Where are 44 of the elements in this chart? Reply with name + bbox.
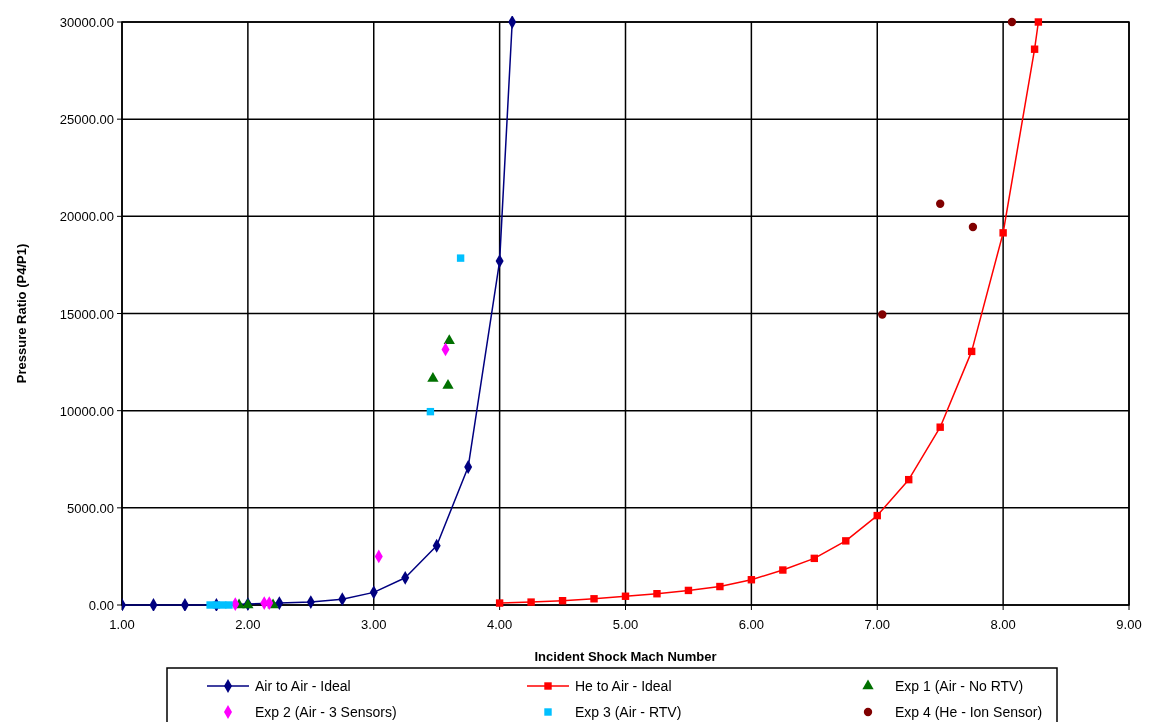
x-tick-label: 3.00 <box>361 617 387 632</box>
y-tick-label: 5000.00 <box>67 500 114 516</box>
y-tick-label: 15000.00 <box>59 306 114 322</box>
point <box>999 229 1007 237</box>
point <box>442 378 454 389</box>
point <box>968 222 978 232</box>
x-tick-label: 6.00 <box>738 617 765 632</box>
point <box>936 423 944 431</box>
y-axis-title: Pressure Ratio (P4/P1) <box>14 243 29 384</box>
point <box>842 537 850 545</box>
x-tick-label: 9.00 <box>1116 617 1142 632</box>
point <box>936 199 945 208</box>
legend-label: Exp 3 (Air - RTV) <box>575 704 682 720</box>
point <box>443 334 455 344</box>
x-tick-label: 4.00 <box>486 617 513 632</box>
y-tick-label: 20000.00 <box>59 209 114 225</box>
point <box>527 598 535 606</box>
legend-label: Air to Air - Ideal <box>255 678 351 694</box>
x-axis-title: Incident Shock Mach Number <box>534 649 717 664</box>
point <box>427 372 439 382</box>
point <box>1030 45 1039 53</box>
x-tick-label: 5.00 <box>612 617 639 632</box>
point <box>456 254 465 262</box>
legend-label: Exp 1 (Air - No RTV) <box>895 678 1024 694</box>
x-tick-label: 8.00 <box>990 617 1016 632</box>
legend-label: Exp 2 (Air - 3 Sensors) <box>255 704 397 720</box>
point <box>1007 17 1017 27</box>
legend-label: Exp 4 (He - Ion Sensor) <box>895 704 1043 720</box>
x-tick-label: 1.00 <box>109 617 135 632</box>
point <box>878 310 887 319</box>
point <box>653 590 661 598</box>
point <box>716 582 724 591</box>
y-tick-label: 30000.00 <box>59 15 114 30</box>
y-tick-label: 0.00 <box>88 598 114 613</box>
point <box>779 566 787 574</box>
x-tick-label: 2.00 <box>235 617 261 632</box>
point <box>1034 18 1043 26</box>
x-tick-label: 7.00 <box>864 617 890 632</box>
y-tick-label: 10000.00 <box>59 403 114 419</box>
point <box>590 595 598 603</box>
point <box>495 599 504 607</box>
point <box>225 601 233 609</box>
legend-label: He to Air - Ideal <box>575 678 672 694</box>
y-tick-label: 25000.00 <box>59 112 114 128</box>
